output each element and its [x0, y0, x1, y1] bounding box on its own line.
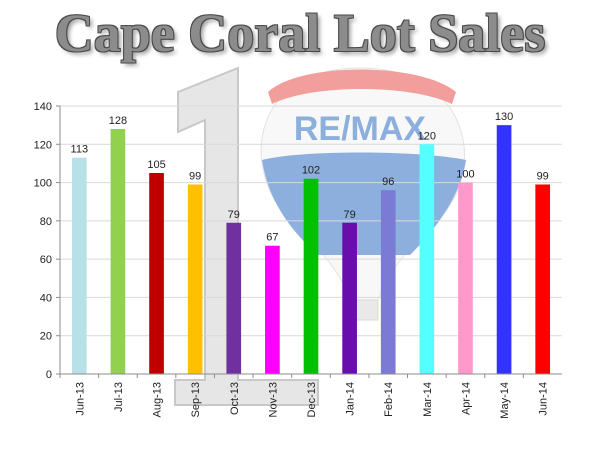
y-tick-label: 120	[34, 139, 52, 151]
bar-jan-14	[342, 222, 357, 374]
bar-nov-13	[265, 245, 280, 374]
bar-dec-13	[303, 178, 319, 374]
x-tick-label: Jun-13	[74, 382, 86, 416]
remax-brand-text: RE/MAX	[294, 110, 427, 148]
data-label: 128	[109, 115, 127, 127]
x-axis-ticks: Jun-13 Jul-13 Aug-13 Sep-13 Oct-13 Nov-13 Dec-…	[59, 374, 550, 419]
y-tick-label: 20	[40, 331, 52, 343]
data-label: 96	[382, 176, 394, 188]
bar-jul-13	[110, 128, 126, 374]
y-tick-label: 100	[34, 178, 52, 190]
bar-may-14	[496, 125, 512, 375]
x-tick-label: Feb-14	[383, 382, 395, 417]
y-tick-label: 0	[46, 369, 52, 381]
bar-sep-13	[187, 184, 203, 374]
data-label: 100	[456, 169, 474, 181]
data-label: 99	[189, 170, 201, 182]
x-tick-label: Mar-14	[422, 382, 434, 417]
x-tick-label: Jan-14	[345, 382, 357, 416]
data-label: 99	[537, 170, 549, 182]
data-labels: 113 128 105 99 79 67 102 79 96 120 100 130 99	[71, 111, 549, 244]
data-label: 120	[418, 130, 436, 142]
x-tick-label: Nov-13	[267, 382, 279, 417]
x-tick-label: Oct-13	[229, 382, 241, 415]
y-tick-label: 60	[40, 254, 52, 266]
y-axis-ticks: 0 20 40 60 80 100 120 140	[34, 101, 60, 381]
bar-oct-13	[226, 222, 242, 374]
data-label: 102	[302, 165, 320, 177]
data-label: 79	[228, 209, 240, 221]
bar-feb-14	[380, 190, 396, 374]
bars	[71, 125, 551, 375]
x-tick-label: Dec-13	[306, 382, 318, 417]
data-label: 67	[266, 232, 278, 244]
x-tick-label: Apr-14	[460, 382, 472, 415]
data-label: 105	[147, 159, 165, 171]
data-label: 113	[71, 144, 89, 156]
data-label: 130	[495, 111, 513, 123]
y-tick-label: 80	[40, 216, 52, 228]
x-tick-label: Sep-13	[190, 382, 202, 417]
y-tick-label: 140	[34, 101, 52, 113]
bar-apr-14	[458, 182, 473, 374]
chart-title: Cape Coral Lot Sales	[54, 3, 546, 63]
x-tick-label: May-14	[499, 382, 511, 419]
axes	[59, 106, 562, 375]
y-tick-label: 40	[40, 292, 52, 304]
bar-jun-14	[535, 184, 551, 374]
data-label: 79	[343, 209, 355, 221]
x-tick-label: Jun-14	[538, 382, 550, 416]
bar-mar-14	[419, 144, 435, 374]
bar-aug-13	[149, 173, 164, 374]
x-tick-label: Aug-13	[152, 382, 164, 417]
bar-jun-13	[71, 157, 87, 374]
x-tick-label: Jul-13	[113, 382, 125, 412]
